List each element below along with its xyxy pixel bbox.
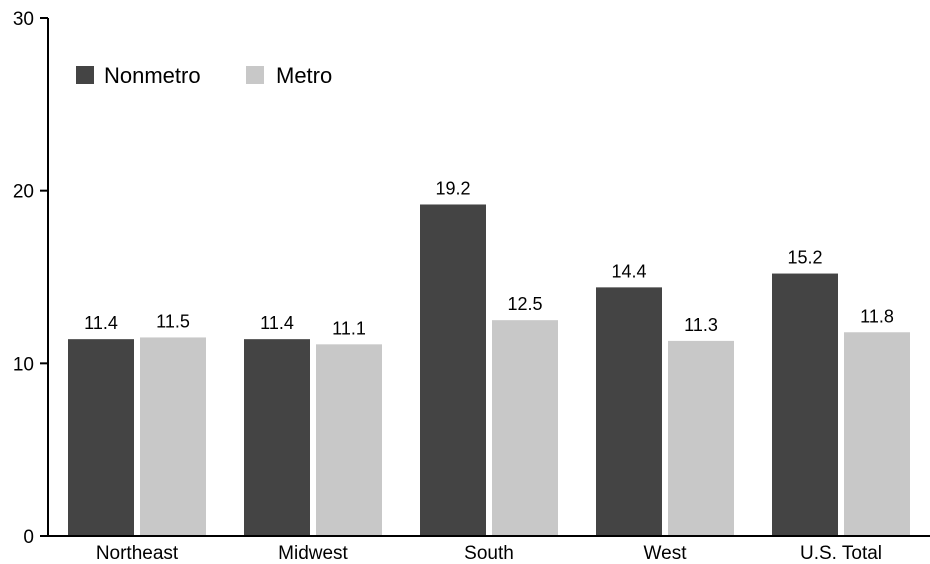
- y-tick-label: 0: [23, 527, 34, 548]
- data-label: 11.8: [860, 306, 894, 326]
- data-label: 11.5: [156, 311, 190, 331]
- y-tick-label: 20: [13, 182, 34, 203]
- x-category-label: Midwest: [278, 543, 348, 564]
- x-category-label: West: [644, 543, 688, 564]
- x-category-label: Northeast: [96, 543, 179, 564]
- y-axis-ticks: 0 10 20 30: [13, 9, 48, 548]
- data-label: 12.5: [507, 294, 542, 314]
- data-label: 19.2: [435, 178, 470, 198]
- legend-swatch-metro: [246, 66, 264, 84]
- legend-swatch-nonmetro: [76, 66, 94, 84]
- bar-nonmetro-midwest: [244, 339, 310, 536]
- x-category-label: South: [464, 543, 514, 564]
- data-label: 11.4: [84, 313, 118, 333]
- legend: Nonmetro Metro: [76, 63, 332, 88]
- legend-label-nonmetro: Nonmetro: [104, 63, 201, 88]
- y-tick-label: 10: [13, 354, 34, 375]
- data-label: 15.2: [787, 248, 822, 268]
- bar-nonmetro-south: [420, 204, 486, 537]
- x-category-label: U.S. Total: [800, 543, 882, 564]
- legend-label-metro: Metro: [276, 63, 332, 88]
- bar-metro-south: [492, 320, 558, 536]
- bar-metro-midwest: [316, 344, 382, 536]
- bar-nonmetro-u-s-total: [772, 273, 838, 536]
- x-axis-categories: Northeast Midwest South West U.S. Total: [96, 543, 882, 564]
- data-label: 14.4: [611, 261, 646, 281]
- bar-metro-west: [668, 340, 734, 536]
- axes: [47, 18, 930, 537]
- bar-nonmetro-northeast: [68, 339, 134, 536]
- bar-metro-northeast: [140, 337, 206, 536]
- bar-metro-u-s-total: [844, 332, 910, 536]
- data-label: 11.3: [684, 315, 718, 335]
- y-tick-label: 30: [13, 9, 34, 30]
- data-labels: 11.4 11.5 11.4 11.1 19.2 12.5 14.4 11.3 15.2 11.8: [84, 178, 894, 338]
- bar-nonmetro-west: [596, 287, 662, 536]
- bar-series: [68, 204, 910, 537]
- data-label: 11.4: [260, 313, 294, 333]
- data-label: 11.1: [332, 318, 366, 338]
